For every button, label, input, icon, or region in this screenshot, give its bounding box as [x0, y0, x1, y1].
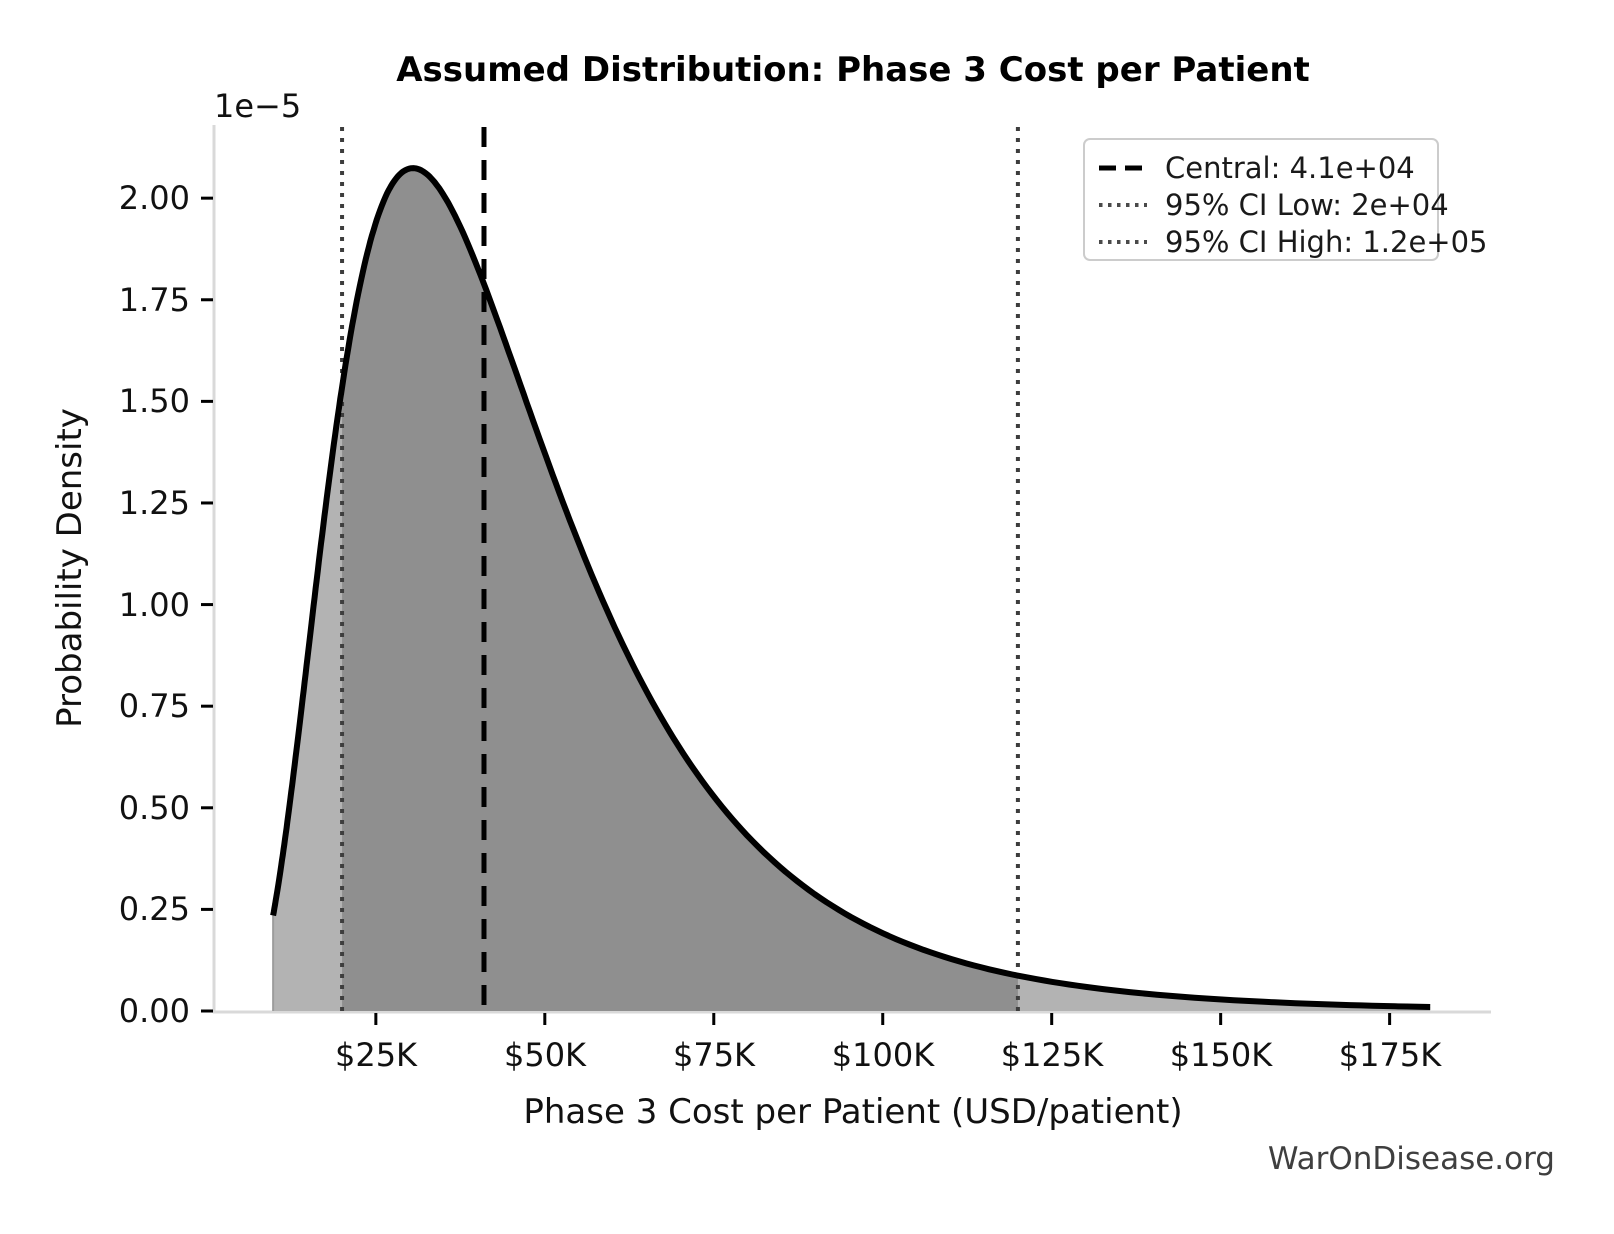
- legend-item-central: Central: 4.1e+04: [1098, 149, 1437, 186]
- dashed-line-icon: [1099, 165, 1147, 170]
- y-axis-offset-label: 1e−5: [214, 87, 302, 125]
- y-tick-label: 1.50: [118, 382, 190, 420]
- y-tick-label: 0.25: [118, 890, 190, 928]
- y-tick-label: 1.25: [118, 484, 190, 522]
- chart-title: Assumed Distribution: Phase 3 Cost per P…: [396, 50, 1310, 90]
- y-tick-label: 0.75: [118, 687, 190, 725]
- y-tick-label: 0.00: [118, 992, 190, 1030]
- watermark: WarOnDisease.org: [1267, 1141, 1555, 1177]
- dotted-line-icon: [1099, 202, 1147, 207]
- legend-item-label: 95% CI Low: 2e+04: [1165, 187, 1449, 222]
- x-tick-label: $175K: [1338, 1036, 1442, 1074]
- legend-item-ci-low: 95% CI Low: 2e+04: [1098, 186, 1449, 223]
- x-tick-label: $100K: [831, 1036, 935, 1074]
- x-tick-label: $125K: [1000, 1036, 1104, 1074]
- x-tick-label: $150K: [1169, 1036, 1273, 1074]
- density-curve: [270, 165, 1431, 1010]
- y-tick-label: 1.00: [118, 586, 190, 624]
- legend-item-ci-high: 95% CI High: 1.2e+05: [1098, 223, 1488, 260]
- y-axis-label: Probability Density: [50, 408, 90, 728]
- y-tick-label: 0.50: [118, 789, 190, 827]
- x-tick-label: $75K: [672, 1036, 756, 1074]
- legend-box: Central: 4.1e+04 95% CI Low: 2e+04 95% C…: [1083, 138, 1488, 261]
- x-axis-label: Phase 3 Cost per Patient (USD/patient): [523, 1092, 1183, 1132]
- dotted-line-icon: [1099, 239, 1147, 244]
- ci-fill-area: [342, 168, 1018, 1012]
- y-tick-label: 2.00: [118, 179, 190, 217]
- y-tick-label: 1.75: [118, 281, 190, 319]
- x-tick-label: $50K: [503, 1036, 587, 1074]
- legend-item-label: 95% CI High: 1.2e+05: [1165, 224, 1488, 259]
- legend-item-label: Central: 4.1e+04: [1165, 150, 1415, 185]
- x-tick-label: $25K: [334, 1036, 418, 1074]
